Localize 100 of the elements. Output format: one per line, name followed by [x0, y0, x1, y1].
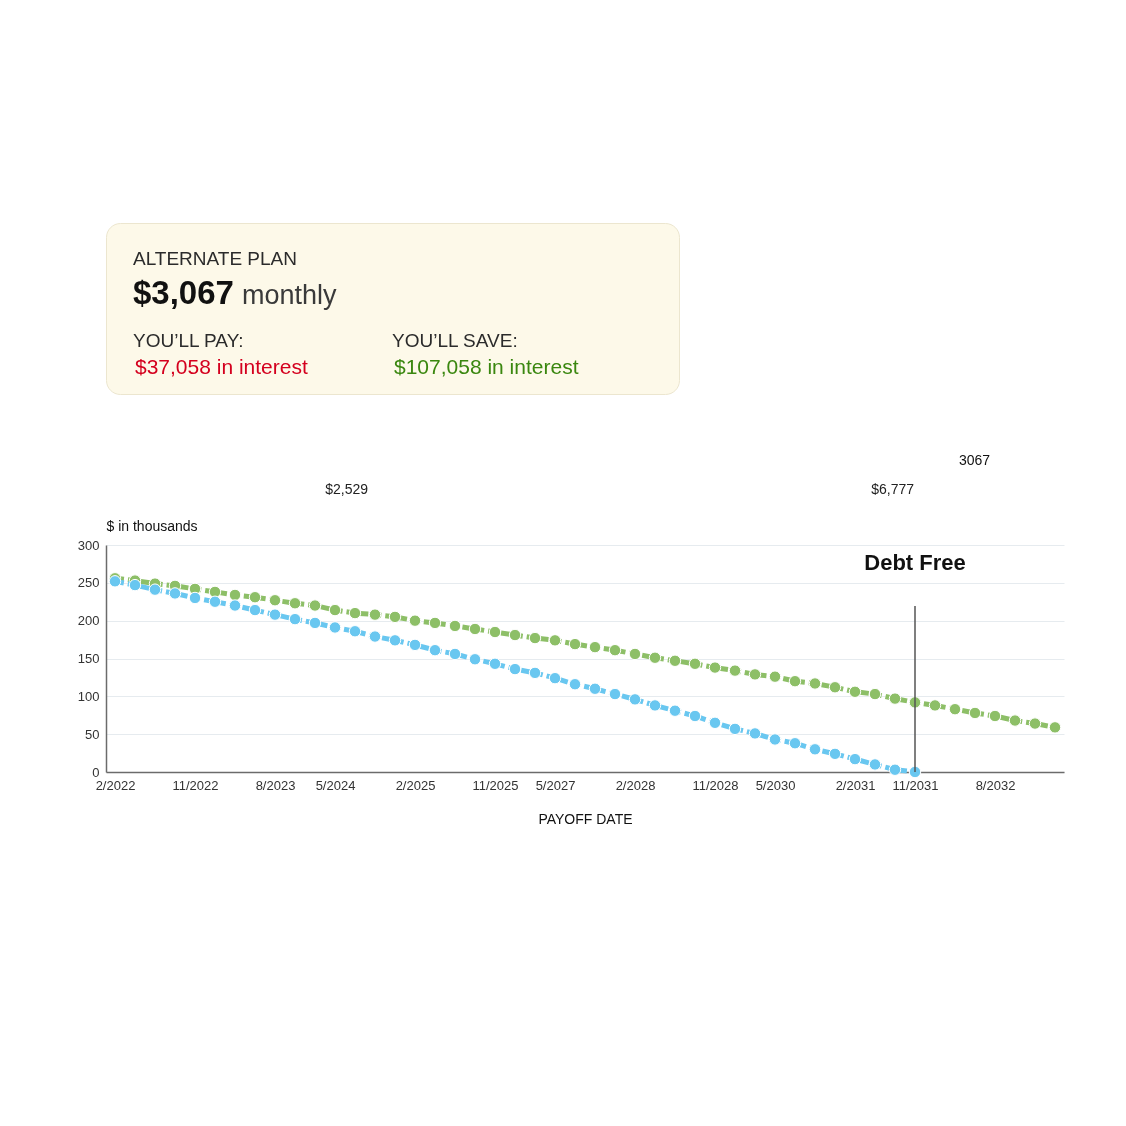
- y-axis-title: $ in thousands: [106, 517, 198, 534]
- point: [288, 597, 302, 610]
- point: [568, 678, 582, 691]
- point: [248, 603, 262, 617]
- point: [548, 634, 562, 647]
- text: ALTERNATE PLAN: [133, 248, 298, 269]
- x-tick-label: 11/2028: [692, 777, 739, 793]
- point: [888, 692, 902, 705]
- point: [668, 654, 682, 667]
- y-tick-label: 0: [92, 764, 100, 780]
- point: [388, 634, 402, 647]
- point: [268, 594, 282, 607]
- x-tick-label: 5/2027: [535, 777, 576, 793]
- y-tick-label: 100: [77, 688, 100, 704]
- point: [208, 595, 222, 608]
- point: [768, 670, 782, 683]
- point: [408, 614, 422, 627]
- point: [1048, 721, 1062, 734]
- point: [148, 583, 162, 596]
- point: [748, 727, 762, 740]
- point: [828, 747, 842, 761]
- point: [428, 616, 442, 630]
- text: $37,058 in interest: [135, 355, 308, 378]
- point: [608, 643, 622, 657]
- y-tick-label: 50: [85, 726, 100, 742]
- point: [588, 640, 602, 654]
- point: [888, 763, 902, 776]
- point: [428, 643, 442, 657]
- point: [568, 637, 582, 651]
- point: [368, 630, 382, 643]
- y-tick-label: 300: [77, 537, 100, 553]
- text: $107,058 in interest: [394, 355, 579, 378]
- point: [828, 681, 842, 694]
- point: [308, 599, 322, 612]
- point: [708, 716, 722, 730]
- y-tick-label: 150: [77, 651, 100, 666]
- point: [648, 651, 662, 664]
- point: [128, 578, 142, 592]
- x-axis-title: PAYOFF DATE: [538, 810, 633, 827]
- text: $6,777: [871, 481, 915, 497]
- text: $3,067: [133, 274, 234, 311]
- point: [868, 687, 882, 701]
- point: [348, 625, 362, 638]
- x-tick-label: 5/2024: [315, 777, 356, 793]
- point: [448, 647, 462, 661]
- x-tick-label: 5/2030: [755, 777, 796, 793]
- point: [628, 647, 642, 661]
- point: [728, 664, 742, 677]
- x-tick-label: 2/2028: [615, 777, 656, 793]
- x-tick-label: 8/2032: [975, 777, 1016, 793]
- point: [308, 616, 322, 630]
- point: [228, 599, 242, 612]
- point: [1028, 717, 1042, 730]
- point: [408, 638, 422, 652]
- point: [788, 737, 802, 750]
- point: [728, 722, 742, 736]
- point: [688, 657, 702, 670]
- point: [228, 588, 242, 602]
- x-tick-label: 2/2025: [395, 777, 436, 793]
- point: [668, 704, 682, 717]
- text: YOU’LL SAVE:: [392, 330, 518, 351]
- point: [588, 682, 602, 695]
- y-tick-label: 200: [77, 613, 100, 629]
- point: [368, 608, 382, 621]
- point: [328, 603, 342, 617]
- point: [548, 671, 562, 685]
- point: [628, 693, 642, 706]
- point: [708, 661, 722, 674]
- point: [168, 587, 182, 600]
- point: [468, 653, 482, 666]
- point: [808, 677, 822, 690]
- point: [968, 706, 982, 720]
- point: [188, 591, 202, 605]
- point: [808, 743, 822, 756]
- point: [348, 606, 362, 620]
- point: [868, 758, 882, 771]
- point: [988, 709, 1002, 723]
- x-tick-label: 11/2031: [892, 777, 939, 793]
- x-tick-label: 8/2023: [255, 777, 296, 793]
- point: [488, 625, 502, 639]
- point: [528, 631, 542, 645]
- point: [528, 666, 542, 680]
- point: [248, 591, 262, 604]
- point: [468, 622, 482, 636]
- point: [508, 662, 522, 676]
- point: [328, 621, 342, 634]
- point: [488, 657, 502, 670]
- point: [268, 608, 282, 621]
- text: monthly: [242, 280, 338, 310]
- point: [1008, 714, 1022, 727]
- point: [788, 675, 802, 688]
- point: [448, 619, 462, 633]
- y-tick-label: 250: [77, 575, 100, 591]
- x-tick-label: 11/2025: [472, 777, 519, 793]
- x-tick-label: 2/2031: [835, 777, 876, 793]
- point: [928, 699, 942, 712]
- text: 3067: [959, 452, 991, 468]
- x-tick-label: 11/2022: [172, 777, 219, 793]
- point: [288, 612, 302, 626]
- text: $2,529: [325, 481, 369, 497]
